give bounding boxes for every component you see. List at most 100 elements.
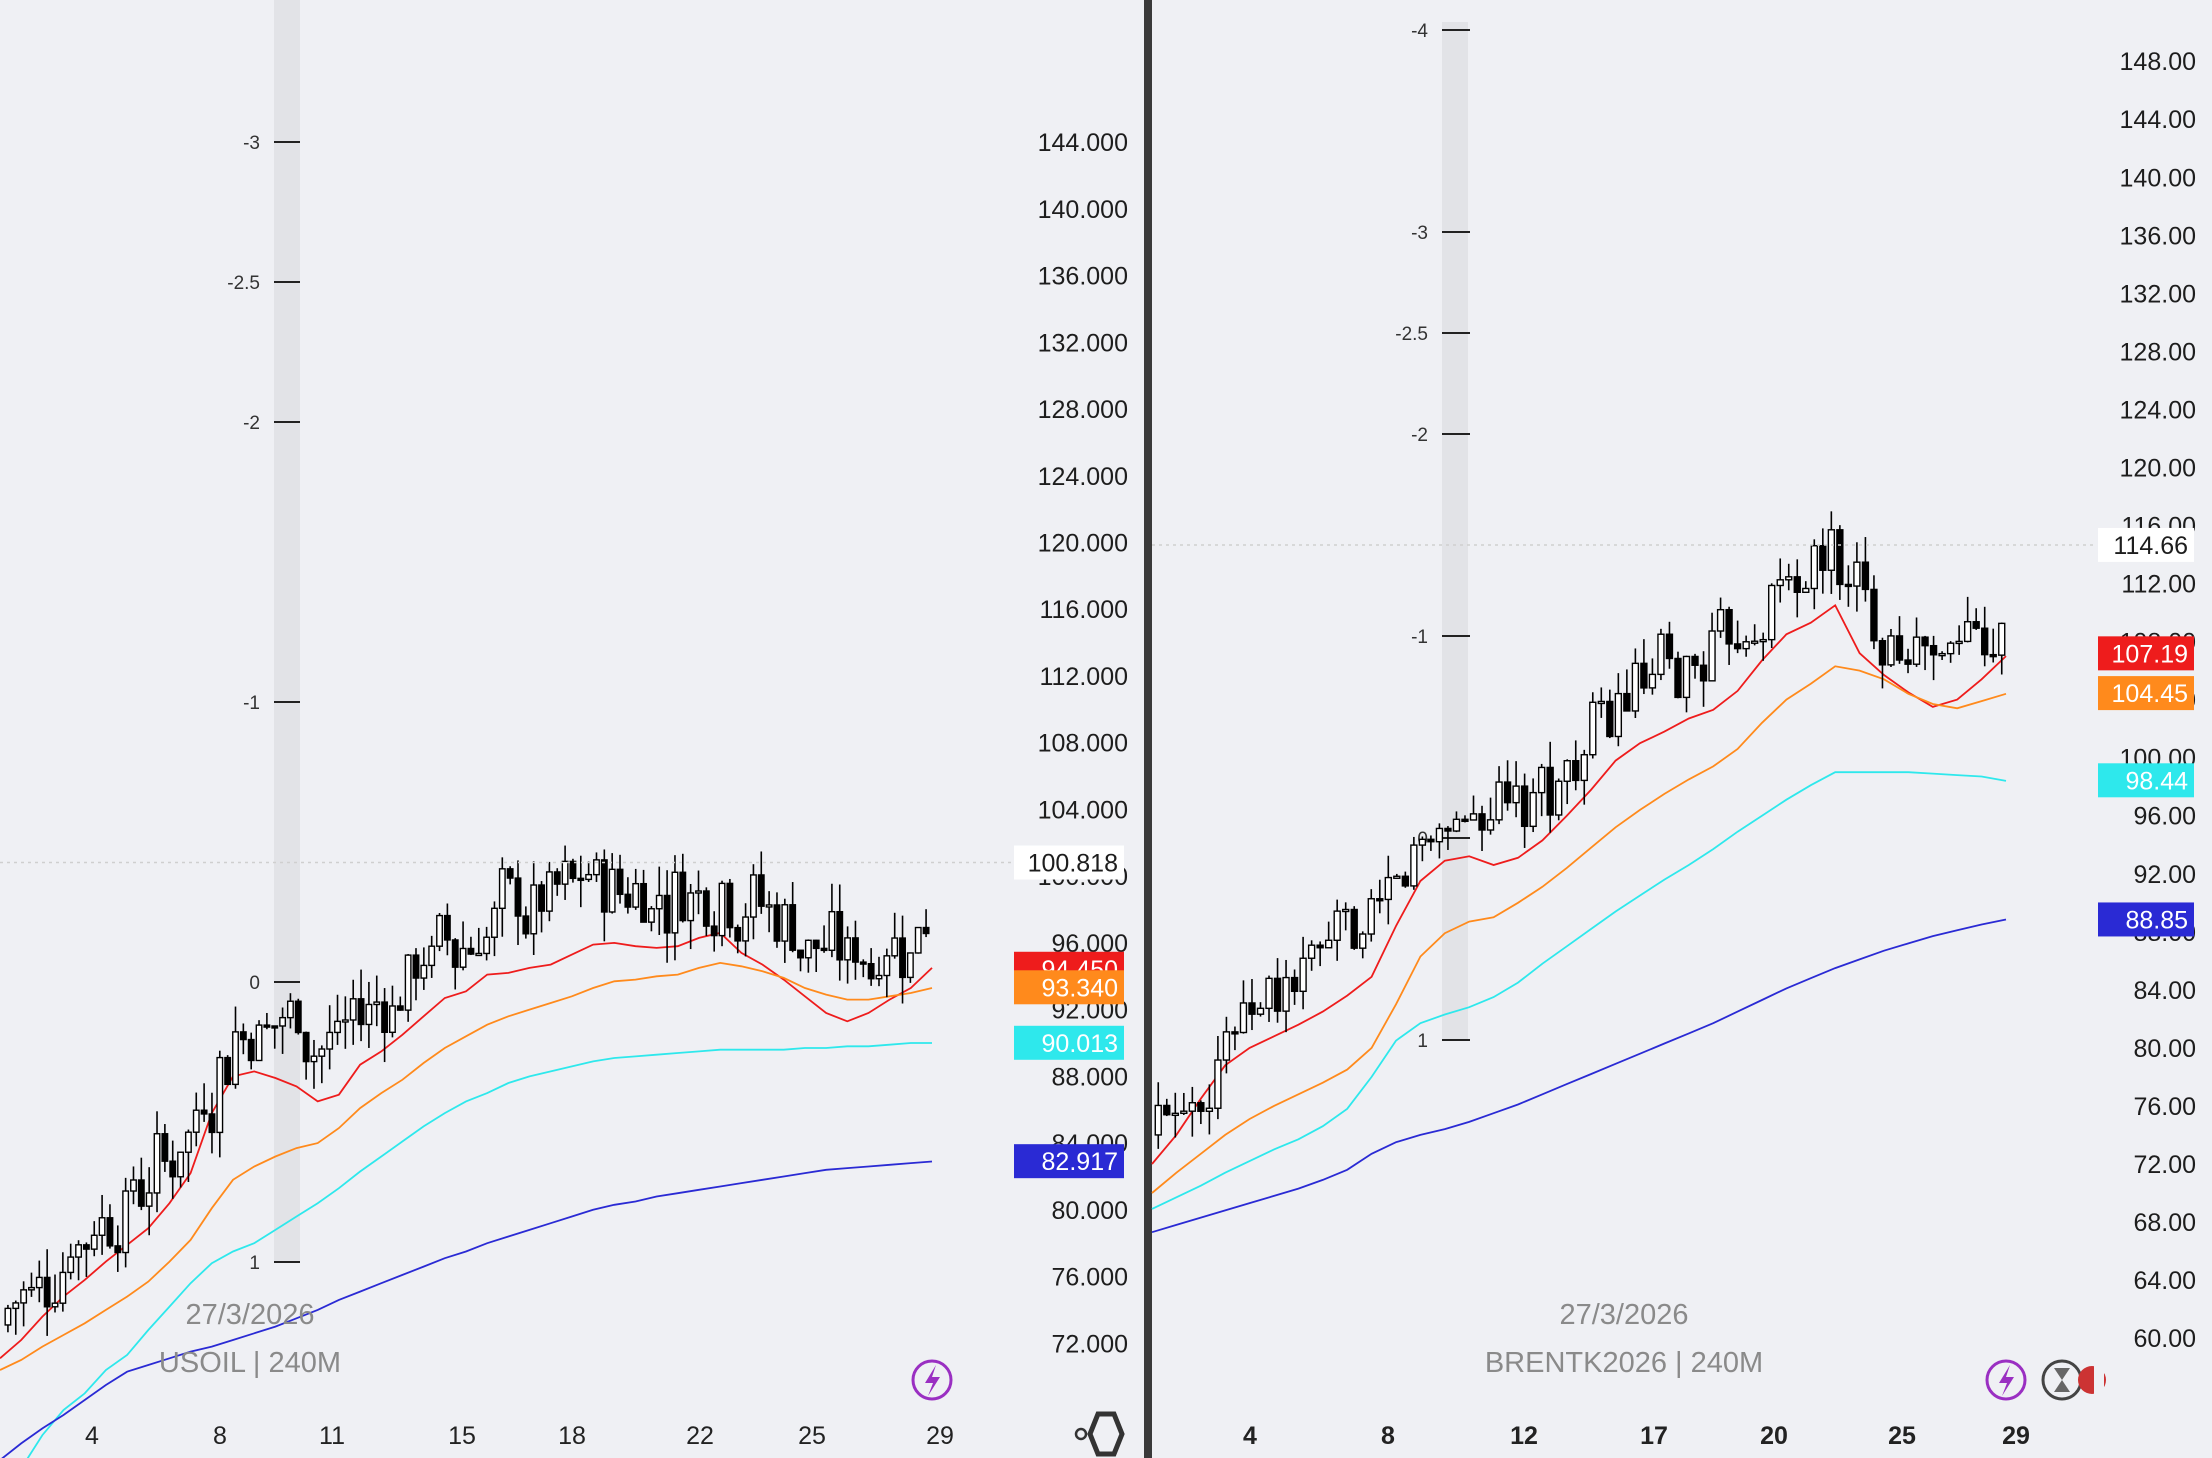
brent-chart-panel[interactable]: -4-3-2.5-2-101 60.0064.0068.0072.0076.00… (1151, 0, 2212, 1458)
usoil-ma-line-1 (0, 961, 933, 1371)
brent-time-tick-label: 29 (2002, 1422, 2030, 1450)
usoil-candle-body (169, 1160, 177, 1178)
brent-candle-body (1572, 760, 1580, 782)
brent-lightning-icon[interactable] (1985, 1359, 2027, 1401)
usoil-candle-body (286, 1000, 294, 1019)
brent-candle-body (1478, 813, 1486, 831)
brent-candle-body (1878, 640, 1887, 666)
usoil-volume-tick-label: 1 (249, 1253, 260, 1274)
usoil-candle-body (153, 1133, 161, 1194)
usoil-candle-body (381, 1001, 389, 1034)
usoil-candle-body (710, 925, 718, 937)
usoil-candle-body (161, 1133, 169, 1162)
brent-time-axis[interactable]: 4 8 12 17 20 25 29 (1243, 1422, 2030, 1450)
brent-candle-body (1785, 576, 1793, 581)
usoil-settings-icon[interactable] (1074, 1411, 1125, 1457)
brent-candle-body (1742, 641, 1750, 650)
usoil-time-axis[interactable]: 4 8 11 15 18 22 25 29 (85, 1422, 954, 1450)
usoil-candle-body (130, 1179, 137, 1192)
brent-price-tick-label: 128.00 (2120, 338, 2196, 366)
brent-candle-body (1495, 781, 1503, 821)
usoil-candle-body (51, 1302, 59, 1308)
brent-candle-body (1733, 643, 1742, 650)
flag-icon[interactable] (2078, 1366, 2106, 1394)
brent-candle-body (1367, 898, 1375, 935)
usoil-candle-body (106, 1217, 114, 1247)
brent-candle-body (1887, 635, 1895, 666)
usoil-candle-body (4, 1307, 12, 1326)
brent-chart-background (1152, 0, 2212, 1458)
usoil-candle-body (804, 939, 812, 959)
brent-candle-body (1708, 630, 1716, 682)
usoil-ma-line-3 (1, 1160, 933, 1458)
brent-price-tick-label: 72.00 (2133, 1151, 2196, 1179)
usoil-candle-body (530, 884, 538, 935)
usoil-candle-body (538, 884, 545, 912)
usoil-candle-body (122, 1190, 130, 1254)
usoil-candle-body (773, 904, 781, 942)
brent-volume-tick-label: 1 (1417, 1031, 1428, 1052)
usoil-candle-body (585, 873, 593, 881)
usoil-candle-body (922, 926, 930, 935)
usoil-lightning-icon[interactable] (911, 1359, 953, 1401)
brent-candle-body (1282, 976, 1290, 1012)
usoil-candle-body (749, 874, 757, 918)
usoil-candle-body (75, 1244, 82, 1258)
usoil-candle-body (443, 914, 451, 941)
usoil-candle-body (137, 1179, 145, 1207)
brent-price-tick-label: 84.00 (2133, 977, 2196, 1005)
brent-price-tick-label: 68.00 (2133, 1209, 2196, 1237)
usoil-time-tick-label: 15 (448, 1422, 476, 1450)
brent-ma-badge-3 (2098, 902, 2194, 937)
usoil-candle-body (224, 1056, 232, 1086)
brent-candle-body (1529, 791, 1537, 828)
usoil-candle-body (812, 939, 820, 950)
usoil-chart-panel[interactable]: -3-2.5-2-101 72.00076.00080.00084.00088.… (0, 0, 1144, 1458)
brent-ma-badge-label-3: 88.85 (2125, 906, 2188, 934)
brent-candle-body (1503, 781, 1512, 804)
brent-price-axis[interactable]: 60.0064.0068.0072.0076.0080.0084.0088.00… (2120, 48, 2196, 1353)
brent-volume-tick-label: -3 (1411, 223, 1428, 244)
panel-divider[interactable] (1144, 0, 1152, 1458)
usoil-candle-body (35, 1276, 43, 1289)
usoil-candle-body (114, 1245, 122, 1254)
brent-price-badges: 114.66 107.19 104.45 98.44 88.85 (2098, 527, 2194, 937)
brent-ma-line-1 (1151, 665, 2007, 1194)
usoil-candle-body (349, 998, 357, 1021)
brent-candle-body (1938, 652, 1946, 657)
brent-candle-body (1384, 876, 1392, 901)
brent-candle-body (1589, 701, 1597, 756)
usoil-candle-body (373, 1001, 381, 1006)
brent-price-tick-label: 96.00 (2133, 803, 2196, 831)
brent-candle-body (1273, 977, 1282, 1012)
brent-candle-body (1222, 1031, 1231, 1061)
usoil-time-tick-label: 8 (213, 1422, 227, 1450)
brent-candle-body (1214, 1059, 1222, 1109)
usoil-candle-body (200, 1109, 208, 1115)
usoil-candle-body (506, 868, 514, 879)
usoil-candle-body (640, 882, 648, 923)
brent-candle-body (1691, 655, 1699, 666)
brent-ma-badge-0 (2098, 636, 2194, 671)
usoil-volume-tick-label: -3 (243, 133, 260, 154)
usoil-time-tick-label: 29 (926, 1422, 954, 1450)
usoil-time-tick-label: 22 (686, 1422, 714, 1450)
usoil-candle-body (326, 1031, 334, 1050)
brent-candle-body (1180, 1110, 1188, 1115)
usoil-volume-profile-bar (274, 0, 300, 1262)
usoil-candle-body (279, 1016, 287, 1027)
usoil-volume-tick-label: -2.5 (227, 273, 260, 294)
brent-candle-body (1836, 529, 1844, 586)
usoil-candle-body (679, 871, 687, 922)
usoil-price-tick-label: 128.000 (1038, 396, 1128, 424)
usoil-candle-body (412, 954, 420, 979)
usoil-price-tick-label: 76.000 (1052, 1264, 1128, 1292)
usoil-candle-body (310, 1055, 318, 1063)
usoil-candle-body (789, 904, 797, 951)
usoil-price-tick-label: 80.000 (1052, 1197, 1128, 1225)
usoil-candle-body (647, 908, 655, 923)
brent-candle-body (1401, 875, 1410, 887)
usoil-candle-body (294, 1000, 302, 1034)
brent-candle-body (1972, 621, 1980, 629)
brent-candle-body (1359, 933, 1367, 949)
